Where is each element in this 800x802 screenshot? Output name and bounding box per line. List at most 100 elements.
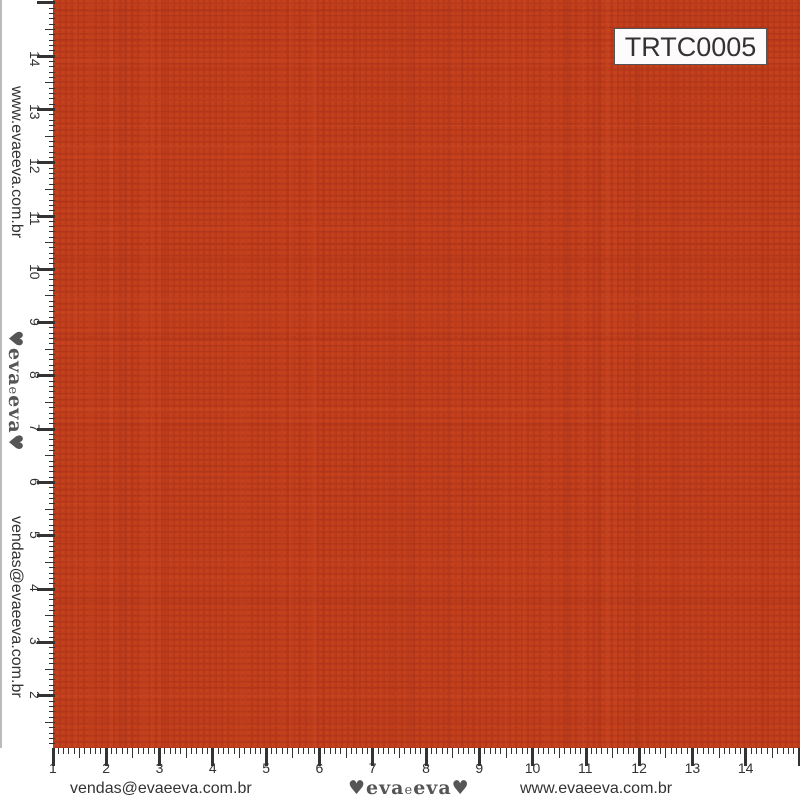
ruler-minor-tick — [175, 748, 177, 754]
ruler-minor-tick — [606, 748, 608, 754]
ruler-minor-tick — [49, 567, 55, 569]
weave-streak — [53, 597, 800, 602]
ruler-major-tick — [477, 748, 481, 766]
weave-streak — [53, 341, 800, 345]
ruler-minor-tick — [49, 423, 55, 425]
ruler-major-tick — [37, 1, 55, 5]
weave-streak — [604, 0, 607, 748]
ruler-minor-tick — [49, 151, 55, 153]
ruler-minor-tick — [49, 279, 55, 281]
evaeeva-logo: ♥evaeeva♥ — [348, 777, 470, 799]
ruler-major-tick — [37, 640, 55, 644]
weave-streak — [53, 336, 800, 341]
weave-streak — [53, 407, 800, 412]
ruler-minor-tick — [84, 748, 86, 754]
weave-streak — [53, 424, 800, 426]
weave-streak — [761, 0, 765, 748]
weave-streak — [123, 0, 127, 748]
ruler-minor-tick — [239, 748, 241, 758]
ruler-minor-tick — [644, 748, 646, 754]
ruler-minor-tick — [49, 327, 55, 329]
ruler-minor-tick — [49, 71, 55, 73]
weave-streak — [53, 600, 800, 603]
ruler-minor-tick — [441, 748, 443, 754]
weave-streak — [53, 561, 800, 565]
weave-streak — [53, 576, 800, 581]
ruler-minor-tick — [356, 748, 358, 754]
ruler-minor-tick — [526, 748, 528, 754]
ruler-major-tick — [264, 748, 268, 766]
ruler-minor-tick — [49, 263, 55, 265]
ruler-minor-tick — [345, 748, 347, 758]
ruler-minor-tick — [49, 593, 55, 595]
ruler-minor-tick — [191, 748, 193, 754]
ruler-minor-tick — [49, 332, 55, 334]
ruler-minor-tick — [255, 748, 257, 754]
weave-streak — [312, 0, 317, 748]
ruler-minor-tick — [49, 625, 55, 627]
weave-streak — [53, 227, 800, 231]
ruler-minor-tick — [558, 748, 560, 758]
ruler-minor-tick — [772, 748, 774, 758]
ruler-minor-tick — [468, 748, 470, 754]
ruler-minor-tick — [729, 748, 731, 754]
ruler-minor-tick — [49, 258, 55, 260]
weave-streak — [556, 0, 559, 748]
ruler-minor-tick — [49, 50, 55, 52]
ruler-minor-tick — [49, 529, 55, 531]
ruler-minor-tick — [49, 391, 55, 393]
ruler-minor-tick — [49, 39, 55, 41]
ruler-minor-tick — [457, 748, 459, 754]
ruler-minor-tick — [49, 370, 55, 372]
weave-streak — [53, 197, 800, 200]
ruler-minor-tick — [494, 748, 496, 754]
ruler-minor-tick — [49, 620, 55, 622]
ruler-minor-tick — [500, 748, 502, 754]
weave-streak — [53, 473, 800, 475]
ruler-minor-tick — [510, 748, 512, 754]
ruler-minor-tick — [185, 748, 187, 758]
ruler-minor-tick — [228, 748, 230, 754]
weave-streak — [53, 210, 800, 212]
ruler-number: 6 — [27, 477, 43, 486]
ruler-minor-tick — [49, 76, 55, 78]
weave-streak — [391, 0, 395, 748]
ruler-major-tick — [797, 748, 800, 766]
ruler-minor-tick — [537, 748, 539, 754]
ruler-major-tick — [37, 54, 55, 58]
weave-streak — [53, 310, 800, 314]
ruler-minor-tick — [49, 700, 55, 702]
ruler-minor-tick — [49, 194, 55, 196]
ruler-minor-tick — [665, 748, 667, 758]
weave-streak — [53, 529, 800, 532]
ruler-minor-tick — [49, 386, 55, 388]
website-text-vertical: www.evaeeva.com.br — [8, 86, 25, 239]
weave-streak — [158, 0, 161, 748]
weave-streak — [321, 0, 325, 748]
ruler-minor-tick — [452, 748, 454, 758]
ruler-minor-tick — [569, 748, 571, 754]
ruler-minor-tick — [45, 721, 55, 723]
ruler-minor-tick — [49, 492, 55, 494]
ruler-minor-tick — [49, 119, 55, 121]
ruler-minor-tick — [49, 487, 55, 489]
ruler-minor-tick — [388, 748, 390, 754]
ruler-minor-tick — [761, 748, 763, 754]
weave-streak — [592, 0, 596, 748]
ruler-minor-tick — [79, 748, 81, 758]
ruler-minor-tick — [489, 748, 491, 754]
ruler-minor-tick — [49, 140, 55, 142]
ruler-minor-tick — [446, 748, 448, 754]
ruler-minor-tick — [622, 748, 624, 754]
ruler-minor-tick — [308, 748, 310, 754]
ruler-minor-tick — [350, 748, 352, 754]
ruler-minor-tick — [750, 748, 752, 754]
ruler-major-tick — [318, 748, 321, 766]
ruler-minor-tick — [49, 737, 55, 739]
ruler-minor-tick — [49, 673, 55, 675]
weave-streak — [471, 0, 474, 748]
weave-streak — [53, 741, 800, 743]
weave-streak — [53, 125, 800, 127]
weave-streak — [53, 492, 800, 495]
ruler-minor-tick — [260, 748, 262, 754]
